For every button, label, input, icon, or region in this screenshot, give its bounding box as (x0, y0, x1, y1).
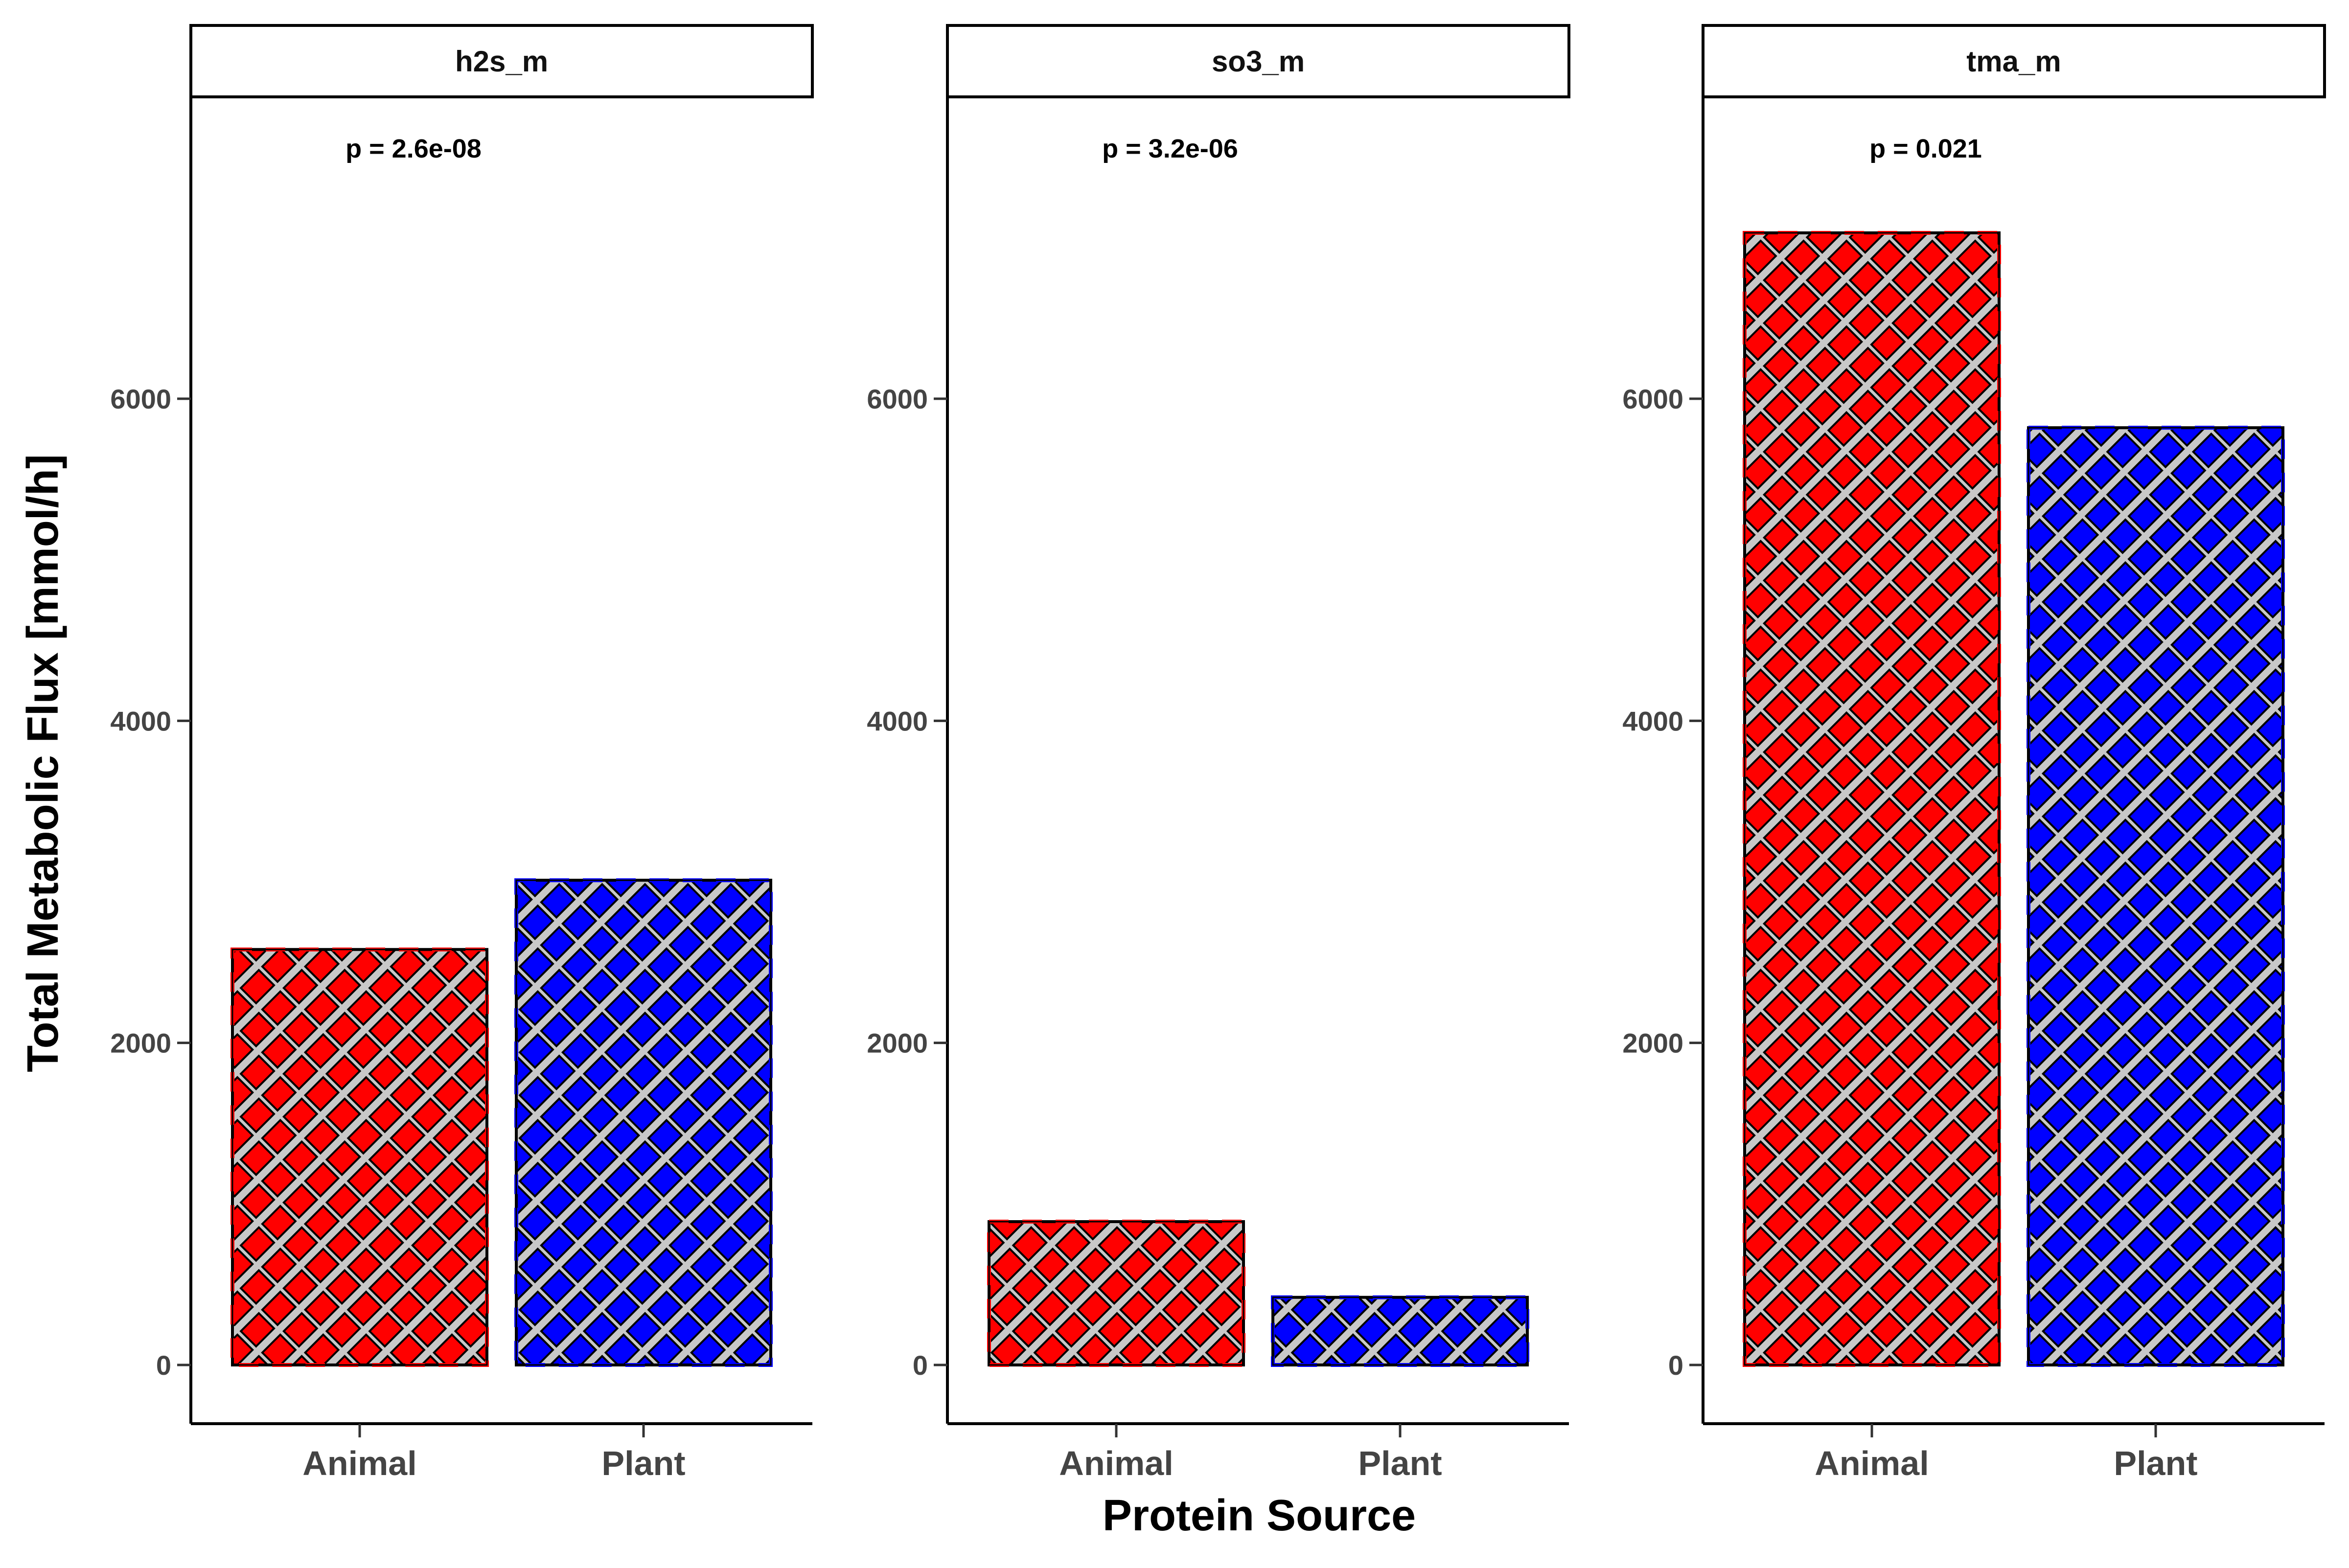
y-tick-label: 4000 (1622, 705, 1683, 736)
y-tick-label: 6000 (110, 384, 171, 414)
y-tick-label: 2000 (867, 1028, 928, 1059)
bar-outline (1744, 232, 2000, 1366)
y-tick-label: 4000 (110, 705, 171, 736)
x-tick-label: Plant (1358, 1444, 1442, 1482)
p-value-label: p = 0.021 (1869, 134, 1982, 163)
panel-h2s_m: h2s_m 0 2000 4000 6000 Animal Plant p = 2.6e-08 (110, 24, 814, 1482)
bar-animal (1743, 231, 2001, 1367)
panel-strip (1702, 24, 2326, 98)
y-tick-label: 0 (1668, 1350, 1683, 1381)
y-tick-label: 2000 (110, 1028, 171, 1059)
bar-outline (2027, 427, 2284, 1366)
bar-outline (1272, 1296, 1528, 1366)
panel-tma_m: tma_m 0 2000 4000 6000 Animal Plant p = 0.021 (1622, 24, 2326, 1482)
bar-outline (988, 1221, 1244, 1366)
panel-title: h2s_m (455, 45, 548, 78)
bar-plant (2027, 426, 2284, 1366)
x-axis-title: Protein Source (1103, 1491, 1416, 1540)
y-tick-label: 2000 (1622, 1028, 1683, 1059)
p-value-label: p = 3.2e-06 (1102, 134, 1238, 163)
y-tick-label: 0 (156, 1350, 171, 1381)
x-tick-label: Animal (1059, 1444, 1173, 1482)
panel-so3_m: so3_m 0 2000 4000 6000 Animal Plant p = 3.2e-06 (867, 24, 1570, 1482)
panel-title: so3_m (1212, 45, 1305, 78)
bar-animal (988, 1220, 1245, 1367)
bar-plant (1271, 1295, 1529, 1366)
bar-outline (231, 949, 488, 1366)
bar-plant (515, 879, 772, 1367)
panel-strip (189, 24, 814, 98)
y-tick-label: 4000 (867, 705, 928, 736)
y-axis-title: Total Metabolic Flux [mmol/h] (19, 454, 68, 1072)
y-tick-label: 6000 (867, 384, 928, 414)
x-tick-label: Animal (1815, 1444, 1929, 1482)
x-tick-label: Plant (2114, 1444, 2197, 1482)
y-tick-label: 0 (913, 1350, 928, 1381)
bar-animal (231, 948, 488, 1366)
p-value-label: p = 2.6e-08 (345, 134, 482, 163)
panel-strip (946, 24, 1570, 98)
panel-title: tma_m (1966, 45, 2061, 78)
x-tick-label: Animal (302, 1444, 416, 1482)
bar-outline (515, 879, 772, 1366)
x-tick-label: Plant (601, 1444, 685, 1482)
y-tick-label: 6000 (1622, 384, 1683, 414)
panels-layer: h2s_m 0 2000 4000 6000 Animal Plant p = 2.6e-08… (110, 24, 2326, 1482)
